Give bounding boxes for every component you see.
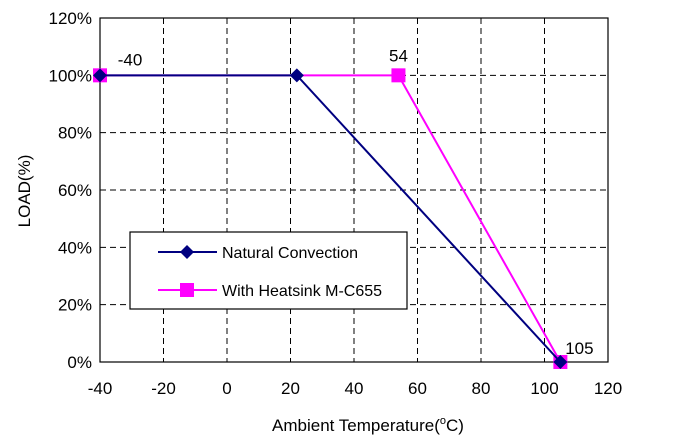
x-axis-title-sup: o [440, 415, 446, 427]
y-tick-label: 40% [58, 238, 92, 257]
annotation-label: 54 [389, 46, 408, 65]
annotations: -40 54 105 [118, 46, 594, 358]
legend-label: With Heatsink M-C655 [222, 283, 382, 300]
annotation-label: -40 [118, 50, 143, 69]
legend: Natural Convection With Heatsink M-C655 [129, 231, 408, 310]
y-tick-label: 0% [67, 353, 92, 372]
legend-label: Natural Convection [222, 245, 358, 262]
x-tick-label: 0 [222, 379, 231, 398]
data-point-diamond [289, 68, 304, 83]
x-tick-label: 40 [345, 379, 364, 398]
data-point-square [391, 68, 406, 83]
x-tick-label: 100 [530, 379, 558, 398]
x-tick-label: -40 [88, 379, 113, 398]
plot-area-frame [99, 17, 609, 363]
y-tick-label: 100% [49, 66, 92, 85]
data-point-diamond [553, 355, 568, 369]
y-tick-label: 80% [58, 124, 92, 143]
annotation-label: 105 [565, 339, 593, 358]
x-tick-label: 60 [408, 379, 427, 398]
y-tick-label: 20% [58, 296, 92, 315]
legend-swatch-marker [180, 283, 194, 297]
x-axis-title: Ambient Temperature(oC) [272, 415, 464, 435]
series [93, 68, 568, 369]
x-axis-title-unit: C) [446, 416, 464, 435]
legend-box [129, 231, 408, 310]
series-line [100, 74, 562, 363]
series-heatsink [93, 68, 568, 369]
y-axis-title: LOAD(%) [15, 155, 34, 228]
series-natural-convection [93, 68, 568, 369]
y-axis-ticks: 0% 20% 40% 60% 80% 100% 120% [49, 9, 92, 372]
y-tick-label: 60% [58, 181, 92, 200]
x-axis-title-main: Ambient Temperature( [272, 416, 440, 435]
x-tick-label: 80 [472, 379, 491, 398]
x-tick-label: -20 [151, 379, 176, 398]
legend-entry: Natural Convection [158, 245, 358, 262]
legend-swatch-marker [180, 245, 194, 259]
data-point-diamond [93, 68, 107, 83]
y-tick-label: 120% [49, 9, 92, 28]
x-axis-ticks: -40 -20 0 20 40 60 80 100 120 [88, 379, 622, 398]
x-tick-label: 120 [594, 379, 622, 398]
legend-entry: With Heatsink M-C655 [158, 283, 382, 300]
x-tick-label: 20 [281, 379, 300, 398]
series-line [100, 74, 562, 363]
